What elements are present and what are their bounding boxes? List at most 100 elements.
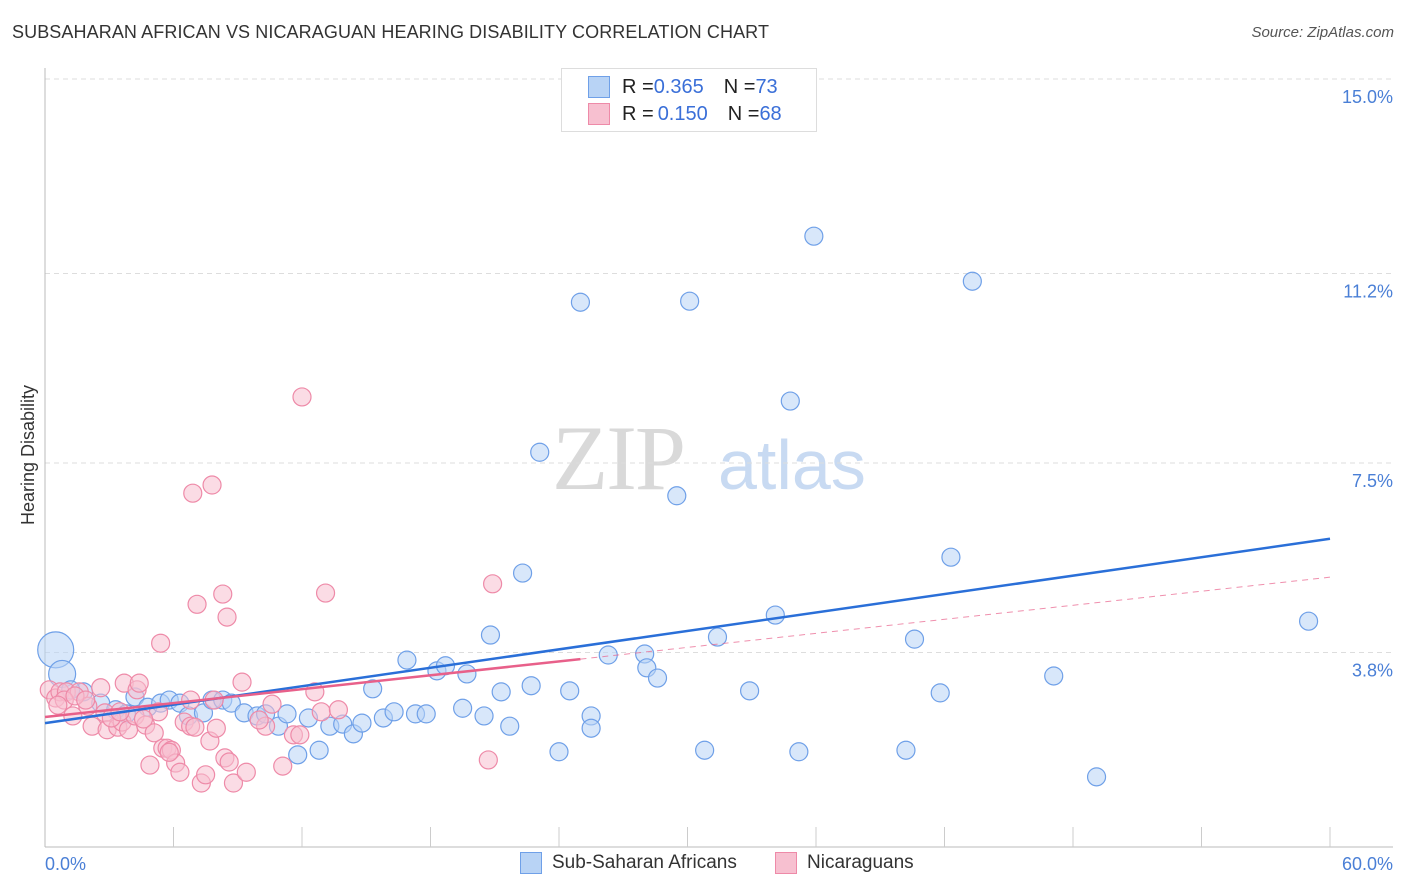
legend-item-subsaharan: Sub-Saharan Africans bbox=[520, 852, 737, 874]
nicaraguan-point bbox=[249, 710, 269, 730]
y-tick-label: 11.2% bbox=[1343, 282, 1393, 302]
subsaharan-point bbox=[491, 682, 511, 702]
subsaharan-point bbox=[480, 625, 501, 645]
subsaharan-point bbox=[500, 716, 520, 736]
subsaharan-point bbox=[288, 745, 308, 765]
subsaharan-point bbox=[680, 291, 700, 311]
y-tick-label: 15.0% bbox=[1342, 87, 1393, 107]
blue-swatch bbox=[588, 76, 610, 98]
subsaharan-point bbox=[962, 271, 982, 291]
subsaharan-point bbox=[397, 650, 417, 670]
nicaraguan-point bbox=[76, 690, 96, 710]
y-tick-label: 3.8% bbox=[1352, 660, 1393, 680]
nicaraguan-trend-line bbox=[44, 657, 581, 719]
legend-label: Sub-Saharan Africans bbox=[552, 852, 737, 873]
nicaraguan-point bbox=[273, 756, 293, 776]
r-value: 0.365 bbox=[653, 75, 704, 98]
nicaraguan-point bbox=[236, 762, 256, 782]
subsaharan-point bbox=[457, 664, 477, 684]
subsaharan-point bbox=[309, 740, 329, 760]
y-tick-label: 7.5% bbox=[1352, 471, 1393, 491]
nicaraguan-point bbox=[262, 694, 282, 714]
nicaraguan-point bbox=[144, 723, 164, 743]
nicaraguan-point bbox=[151, 633, 171, 653]
subsaharan-point bbox=[707, 627, 728, 647]
subsaharan-point bbox=[1086, 767, 1107, 787]
legend-row-blue: R = 0.365 N = 73 bbox=[588, 75, 778, 99]
subsaharan-point bbox=[570, 292, 591, 312]
source-label: Source: ZipAtlas.com bbox=[1251, 24, 1394, 41]
nicaraguan-point bbox=[185, 717, 205, 737]
nicaraguan-point bbox=[170, 762, 190, 782]
subsaharan-point bbox=[384, 702, 404, 722]
nicaraguan-point bbox=[315, 583, 336, 603]
subsaharan-point bbox=[765, 605, 785, 625]
nicaraguan-point bbox=[159, 742, 179, 762]
nicaraguan-point bbox=[206, 718, 226, 738]
nicaraguan-point bbox=[292, 387, 312, 407]
pink-swatch bbox=[588, 103, 610, 125]
subsaharan-point bbox=[647, 668, 668, 688]
nicaraguan-point bbox=[483, 574, 503, 594]
subsaharan-point bbox=[896, 740, 916, 760]
n-value: 68 bbox=[759, 102, 782, 125]
r-label: R = bbox=[622, 75, 654, 98]
x-tick-label: 60.0% bbox=[1342, 854, 1393, 874]
n-label: N = bbox=[723, 75, 756, 98]
legend-label: Nicaraguans bbox=[807, 852, 914, 873]
subsaharan-point bbox=[1044, 666, 1064, 686]
subsaharan-point bbox=[695, 740, 715, 760]
nicaraguan-point bbox=[311, 702, 331, 722]
nicaraguan-point bbox=[196, 765, 216, 785]
subsaharan-trend-line bbox=[44, 537, 1331, 725]
subsaharan-point bbox=[780, 391, 800, 411]
subsaharan-point bbox=[789, 742, 809, 762]
subsaharan-point bbox=[930, 683, 950, 703]
subsaharan-point bbox=[740, 681, 760, 701]
x-tick-label: 0.0% bbox=[45, 854, 86, 874]
trend-line-extrapolated bbox=[580, 576, 1331, 660]
nicaraguan-point bbox=[232, 672, 252, 692]
subsaharan-point bbox=[804, 226, 824, 246]
r-value: 0.150 bbox=[657, 102, 708, 125]
subsaharan-point bbox=[512, 563, 533, 583]
nicaraguan-point bbox=[223, 773, 244, 793]
subsaharan-point bbox=[941, 547, 961, 567]
subsaharan-point bbox=[904, 629, 925, 649]
subsaharan-point bbox=[560, 681, 580, 701]
nicaraguan-point bbox=[140, 755, 160, 775]
subsaharan-point bbox=[453, 698, 473, 718]
nicaraguan-point bbox=[219, 752, 239, 772]
legend-item-nicaraguans: Nicaraguans bbox=[775, 852, 914, 874]
nicaraguan-point bbox=[129, 673, 149, 693]
blue-swatch bbox=[520, 852, 542, 874]
subsaharan-point bbox=[416, 704, 436, 724]
subsaharan-point bbox=[474, 706, 494, 726]
chart-title: SUBSAHARAN AFRICAN VS NICARAGUAN HEARING… bbox=[12, 22, 770, 42]
pink-swatch bbox=[775, 852, 797, 874]
nicaraguan-point bbox=[202, 475, 222, 495]
n-value: 73 bbox=[755, 75, 778, 98]
watermark-zip: ZIP bbox=[552, 407, 686, 509]
nicaraguan-point bbox=[328, 700, 349, 720]
subsaharan-point bbox=[1298, 611, 1319, 631]
nicaraguan-point bbox=[91, 678, 111, 698]
nicaraguan-point bbox=[48, 695, 68, 715]
n-label: N = bbox=[727, 102, 760, 125]
legend-row-pink: R = 0.150 N = 68 bbox=[588, 102, 782, 126]
r-label: R = bbox=[622, 102, 654, 125]
subsaharan-point bbox=[581, 718, 601, 738]
subsaharan-point bbox=[549, 742, 569, 762]
nicaraguan-point bbox=[183, 483, 203, 503]
nicaraguan-point bbox=[133, 709, 154, 729]
legend-stats: R = 0.365 N = 73 R = 0.150 N = 68 bbox=[561, 68, 817, 132]
nicaraguan-point bbox=[217, 607, 237, 627]
nicaraguan-point bbox=[290, 725, 310, 745]
nicaraguan-point bbox=[478, 750, 498, 770]
subsaharan-point bbox=[277, 704, 297, 724]
subsaharan-point bbox=[530, 442, 550, 462]
nicaraguan-point bbox=[213, 584, 233, 604]
subsaharan-point bbox=[363, 679, 383, 699]
